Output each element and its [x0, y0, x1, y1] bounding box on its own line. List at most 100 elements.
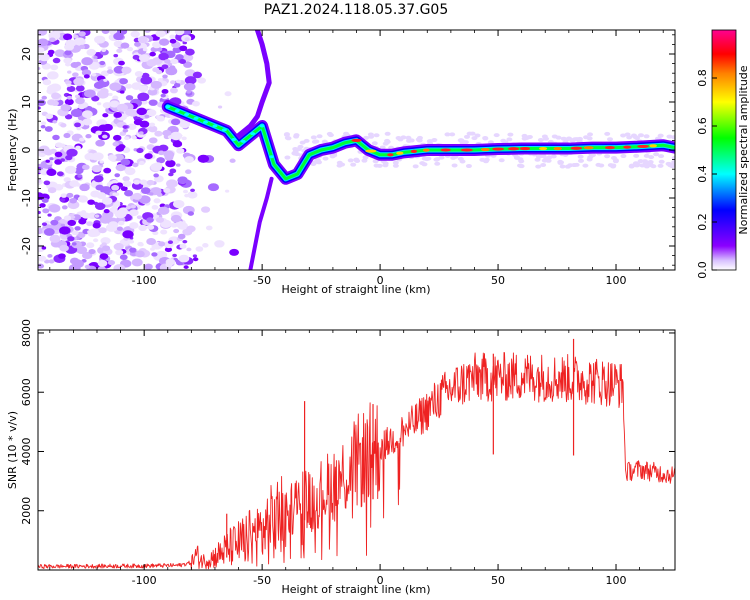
spectrogram-noise-blob — [151, 204, 159, 210]
spectrogram-noise-blob — [76, 246, 88, 254]
spectrogram-noise-blob — [80, 210, 87, 215]
spectrogram-noise-blob — [66, 95, 73, 100]
spectrogram-y-tick-label: 20 — [20, 47, 33, 61]
spectrogram-noise-blob — [118, 60, 125, 66]
spectrogram-noise-blob — [79, 137, 85, 142]
spectrogram-ridge-spot — [193, 116, 199, 120]
spectrogram-noise-blob — [40, 121, 47, 126]
spectrogram-halo-blob — [371, 141, 378, 146]
spectrogram-noise-blob — [61, 205, 68, 210]
spectrogram-noise-blob — [140, 76, 153, 85]
spectrogram-noise-blob — [135, 250, 145, 258]
spectrogram-hotspot — [351, 138, 362, 142]
spectrogram-noise-blob — [63, 133, 71, 139]
spectrogram-noise-blob — [40, 124, 46, 129]
spectrogram-noise-blob — [152, 67, 160, 73]
spectrogram-halo-blob — [297, 144, 304, 149]
spectrogram-noise-blob — [147, 224, 155, 230]
spectrogram-noise-blob — [103, 167, 112, 174]
spectrogram-noise-blob — [156, 157, 166, 164]
spectrogram-halo-blob — [425, 156, 432, 161]
spectrogram-hotspot — [410, 149, 418, 153]
snr-line — [38, 352, 675, 570]
spectrogram-noise-blob — [66, 83, 72, 87]
spectrogram-noise-blob — [66, 148, 78, 157]
spectrogram-noise-blob — [179, 59, 187, 65]
spectrogram-noise-blob — [88, 228, 101, 237]
spectrogram-noise-blob — [38, 179, 41, 183]
spectrogram-noise-blob — [197, 154, 210, 163]
spectrogram-noise-blob — [124, 190, 134, 197]
spectrogram-noise-blob — [72, 72, 79, 78]
colorbar: 0.0 0.2 0.4 0.6 0.8 Normalized spectral ampl… — [696, 29, 750, 279]
spectrogram-halo-blob — [392, 160, 399, 165]
spectrogram-noise-blob — [96, 102, 102, 106]
spectrogram-noise-blob — [60, 158, 66, 162]
spectrogram-halo-blob — [666, 134, 673, 139]
spectrogram-noise-blob — [73, 34, 79, 39]
spectrogram-noise-blob — [155, 217, 165, 223]
spectrogram-noise-blob — [103, 209, 110, 214]
spectrogram-noise-blob — [138, 85, 149, 93]
spectrogram-noise-blob — [81, 57, 93, 66]
spectrogram-noise-blob — [64, 114, 73, 120]
spectrogram-noise-blob — [38, 38, 49, 47]
spectrogram-ridge-spot — [165, 105, 171, 109]
spectrogram-halo-blob — [507, 132, 514, 137]
spectrogram-noise-blob — [144, 114, 150, 119]
spectrogram-noise-blob — [120, 158, 131, 166]
spectrogram-noise-blob — [113, 40, 123, 48]
spectrogram-noise-blob — [169, 34, 176, 39]
spectrogram-noise-blob — [179, 243, 187, 249]
spectrogram-noise-blob — [146, 217, 154, 223]
spectrogram-hotspot — [396, 151, 404, 155]
spectrogram-y-tick-label: -10 — [20, 189, 33, 207]
spectrogram-noise-blob — [224, 91, 232, 97]
spectrogram-noise-blob — [116, 48, 123, 53]
spectrogram-noise-blob — [155, 30, 166, 38]
spectrogram-noise-blob — [75, 85, 85, 92]
spectrogram-noise-blob — [86, 242, 95, 249]
spectrogram-streak-upper — [236, 30, 272, 139]
spectrogram-noise-blob — [38, 30, 48, 36]
spectrogram-noise-blob — [102, 134, 108, 139]
spectrogram-noise-blob — [52, 57, 61, 64]
spectrogram-halo-blob — [449, 132, 456, 137]
spectrogram-noise-blob — [160, 229, 168, 235]
spectrogram-noise-blob — [119, 90, 125, 94]
spectrogram-noise-blob — [109, 30, 117, 35]
spectrogram-noise-blob — [45, 113, 54, 120]
spectrogram-noise-blob — [164, 59, 171, 64]
spectrogram-noise-blob — [99, 160, 104, 164]
spectrogram-noise-blob — [96, 192, 107, 200]
spectrogram-noise-blob — [54, 49, 66, 58]
spectrogram-halo-blob — [559, 164, 566, 169]
spectrogram-noise-blob — [182, 30, 193, 35]
spectrogram-noise-blob — [162, 74, 168, 79]
spectrogram-noise-blob — [70, 215, 76, 219]
spectrogram-noise-blob — [119, 131, 127, 136]
spectrogram-noise-blob — [158, 38, 170, 46]
spectrogram-noise-blob — [95, 139, 105, 147]
spectrogram-noise-blob — [207, 183, 220, 192]
spectrogram-noise-blob — [101, 30, 110, 34]
spectrogram-noise-blob — [144, 263, 153, 270]
spectrogram-x-tick-label: -50 — [253, 274, 271, 287]
spectrogram-halo-blob — [643, 164, 650, 169]
spectrogram-noise-blob — [73, 77, 85, 86]
spectrogram-x-tick-label: 0 — [377, 274, 384, 287]
spectrogram-noise-blob — [70, 108, 83, 118]
spectrogram-noise-blob — [67, 200, 80, 210]
spectrogram-halo-blob — [538, 153, 545, 158]
spectrogram-noise-blob — [115, 249, 124, 256]
spectrogram-noise-blob — [175, 79, 181, 84]
spectrogram-halo-blob — [493, 133, 500, 138]
spectrogram-halo-blob — [535, 164, 542, 169]
spectrogram-x-tick-label: 100 — [606, 274, 627, 287]
spectrogram-noise-blob — [82, 164, 90, 170]
spectrogram-noise-blob — [91, 73, 97, 77]
spectrogram-halo-blob — [521, 133, 528, 138]
spectrogram-noise-blob — [78, 31, 86, 37]
spectrogram-halo-blob — [628, 164, 635, 169]
spectrogram-noise-blob — [45, 159, 50, 163]
